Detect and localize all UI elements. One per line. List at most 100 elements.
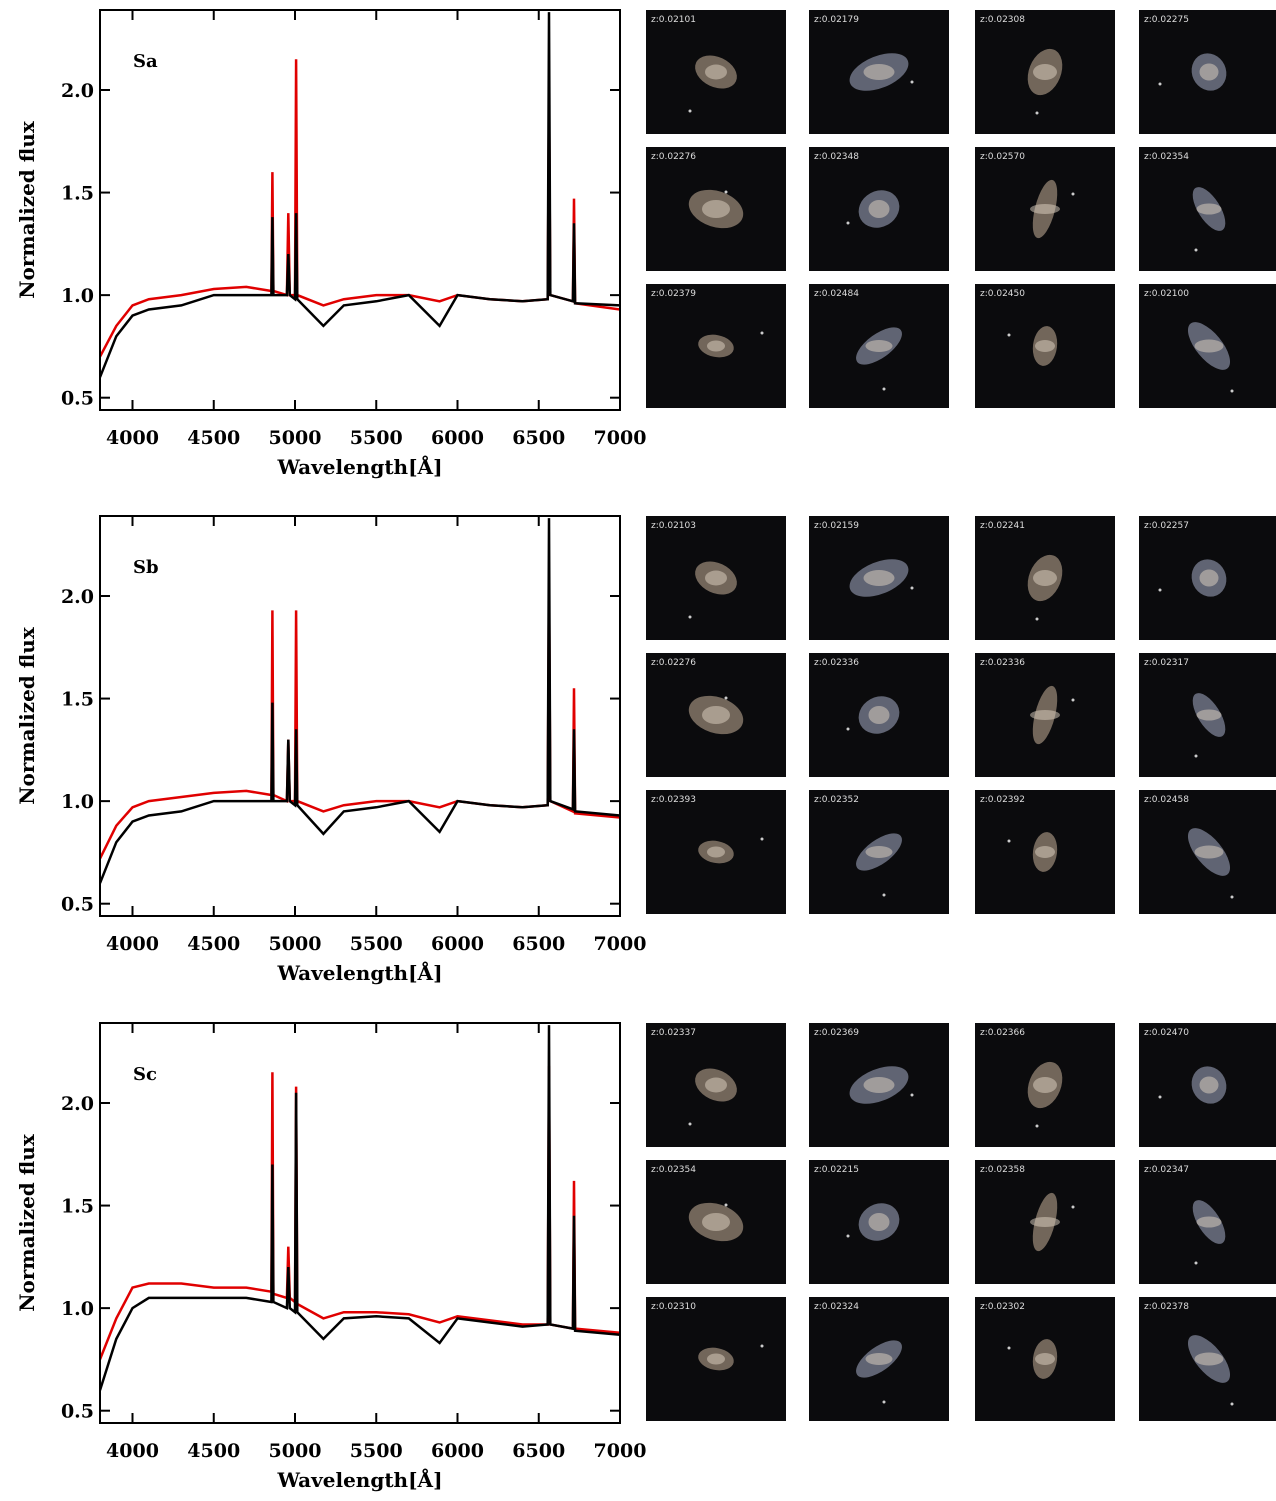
x-tick-label: 6500 [512,933,565,955]
redshift-label: z:0.02302 [980,1302,1025,1312]
x-tick-label: 4000 [106,933,159,955]
x-tick-label: 5000 [269,427,322,449]
redshift-label: z:0.02570 [980,152,1025,162]
galaxy-core [707,1353,725,1365]
star [724,1203,728,1207]
x-axis-label: Wavelength[Å] [276,455,442,479]
galaxy-core [1030,710,1060,720]
y-tick-label: 0.5 [61,894,94,916]
redshift-label: z:0.02337 [651,1028,696,1038]
star [846,221,850,225]
star [1158,588,1162,592]
star [882,1400,886,1404]
galaxy-core [863,64,895,80]
redshift-label: z:0.02352 [814,795,859,805]
galaxy-core [705,1077,727,1093]
galaxy-core [863,1077,895,1093]
y-tick-label: 2.0 [61,80,94,102]
galaxy-core [868,200,890,218]
y-tick-label: 1.0 [61,285,94,307]
x-axis-label: Wavelength[Å] [276,1468,442,1492]
x-tick-label: 6000 [431,933,484,955]
galaxy-core [1199,569,1219,587]
y-tick-label: 1.5 [61,1196,94,1218]
panel: 4000 4500 5000 5500 6000 6500 7000 0.5 1.0 1.5 2.0… [15,515,1276,985]
spectrum-line [100,518,620,884]
y-axis-label: Normalized flux [15,120,39,299]
star [724,190,728,194]
redshift-label: z:0.02336 [814,658,859,668]
star [1230,895,1234,899]
star [1007,1346,1011,1350]
redshift-label: z:0.02257 [1144,521,1189,531]
galaxy-core [1196,203,1222,215]
star [882,387,886,391]
redshift-label: z:0.02470 [1144,1028,1189,1038]
y-tick-label: 2.0 [61,1093,94,1115]
y-axis-label: Normalized flux [15,1133,39,1312]
redshift-label: z:0.02101 [651,15,696,25]
x-tick-label: 6000 [431,427,484,449]
annotation: Sa [133,51,158,72]
star [688,615,692,619]
star [882,893,886,897]
star [724,696,728,700]
galaxy-core [1194,339,1224,353]
galaxy-core [868,1213,890,1231]
x-tick-label: 4500 [187,427,240,449]
redshift-label: z:0.02366 [980,1028,1025,1038]
star [1007,333,1011,337]
redshift-label: z:0.02348 [814,152,859,162]
star [1194,248,1198,252]
galaxy-core [1199,1076,1219,1094]
star [688,109,692,113]
galaxy-core [1033,1077,1057,1093]
galaxy-core [1194,845,1224,859]
galaxy-core [705,570,727,586]
redshift-label: z:0.02392 [980,795,1025,805]
redshift-label: z:0.02393 [651,795,696,805]
panel: 4000 4500 5000 5500 6000 6500 7000 0.5 1.0 1.5 2.0… [15,1022,1276,1492]
spectrum-line [100,1025,620,1391]
star [910,1093,914,1097]
redshift-label: z:0.02276 [651,152,696,162]
star [1035,111,1039,115]
star [1230,1402,1234,1406]
redshift-label: z:0.02308 [980,15,1025,25]
star [910,80,914,84]
galaxy-core [705,64,727,80]
galaxy-core [1196,709,1222,721]
galaxy-core [1035,846,1055,858]
spectrum-line [100,59,620,358]
plot-frame [99,1022,621,1424]
redshift-label: z:0.02324 [814,1302,859,1312]
galaxy-core [865,340,893,352]
star [1194,754,1198,758]
redshift-label: z:0.02317 [1144,658,1189,668]
star [1158,1095,1162,1099]
galaxy-core [1194,1352,1224,1366]
redshift-label: z:0.02215 [814,1165,859,1175]
star [846,1234,850,1238]
star [846,727,850,731]
panel: 4000 4500 5000 5500 6000 6500 7000 0.5 1.0 1.5 2.0… [15,9,1276,479]
spectrum-line [100,12,620,378]
star [1158,82,1162,86]
redshift-label: z:0.02179 [814,15,859,25]
redshift-label: z:0.02276 [651,658,696,668]
galaxy-core [863,570,895,586]
redshift-label: z:0.02358 [980,1165,1025,1175]
x-axis-label: Wavelength[Å] [276,961,442,985]
x-tick-label: 6000 [431,1440,484,1462]
redshift-label: z:0.02369 [814,1028,859,1038]
x-tick-label: 4000 [106,427,159,449]
galaxy-core [865,846,893,858]
spectrum-line [100,1066,620,1360]
plot-frame [99,515,621,917]
redshift-label: z:0.02103 [651,521,696,531]
galaxy-core [702,200,730,218]
y-tick-label: 0.5 [61,1401,94,1423]
x-tick-label: 4000 [106,1440,159,1462]
